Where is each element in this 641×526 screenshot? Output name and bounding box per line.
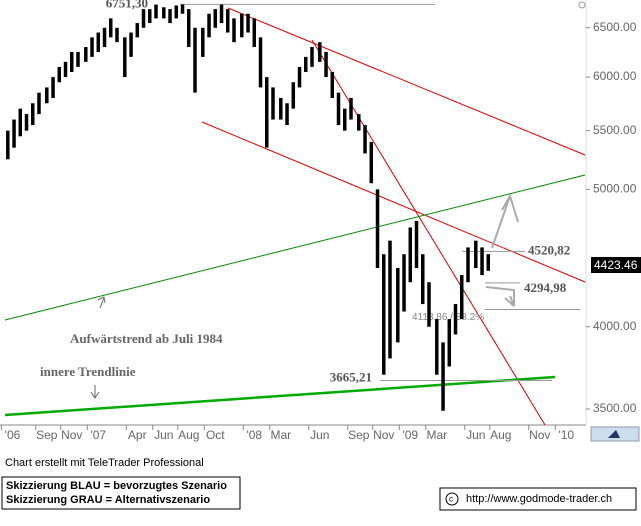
y-tick-label: 5500.00	[593, 123, 637, 137]
copyright-icon	[445, 492, 459, 506]
trendline	[4, 375, 556, 417]
last-price-box	[591, 257, 641, 273]
arrow	[485, 286, 515, 307]
x-tick-label: '07	[90, 428, 106, 442]
x-tick-label: Nov	[61, 428, 82, 442]
x-tick-label: Oct	[206, 428, 225, 442]
x-tick-label: '10	[558, 428, 574, 442]
y-tick-label: 3500.00	[593, 401, 637, 415]
annotation: innere Trendlinie	[40, 364, 136, 379]
x-tick-label: Mar	[426, 428, 447, 442]
y-tick-label: 5000.00	[593, 182, 637, 196]
x-tick-label: Nov	[529, 428, 550, 442]
y-tick-label: 4000.00	[593, 319, 637, 333]
x-tick-label: Sep	[348, 428, 370, 442]
x-tick-label: '06	[5, 428, 21, 442]
url-box	[439, 487, 637, 511]
legend-box	[1, 476, 241, 510]
arrow	[97, 296, 106, 309]
x-tick-label: Jun	[310, 428, 329, 442]
x-tick-label: '09	[402, 428, 418, 442]
credit: Chart erstellt mit TeleTrader Profession…	[5, 457, 204, 469]
y-tick-label: 6000.00	[593, 69, 637, 83]
level-label: 4294,98	[524, 280, 567, 295]
marker	[578, 1, 586, 9]
x-tick-label: Sep	[36, 428, 58, 442]
arrow	[90, 385, 100, 399]
level-label: 4520,82	[528, 242, 570, 257]
y-tick-label: 6500.00	[593, 20, 637, 34]
x-tick-label: Mar	[270, 428, 291, 442]
x-tick-label: Jun	[466, 428, 485, 442]
level-label: 4113.86 / 38.2%	[412, 312, 484, 323]
legend-text: Skizzierung BLAU = bevorzugtes Szenario	[6, 480, 227, 492]
x-tick-label: Jun	[154, 428, 173, 442]
legend-text: Skizzierung GRAU = Alternativszenario	[6, 494, 210, 506]
x-tick-label: Nov	[373, 428, 394, 442]
scenario-arrows	[485, 193, 519, 307]
last-price: 4423.46	[594, 258, 638, 272]
x-tick-label: Aug	[490, 428, 511, 442]
level-label: 6751,30	[106, 0, 148, 10]
trendline	[4, 174, 586, 321]
annotation: Aufwärtstrend ab Juli 1984	[70, 331, 223, 346]
trendline	[227, 7, 586, 156]
arrow	[491, 193, 519, 249]
x-tick-label: Apr	[128, 428, 147, 442]
x-tick-label: '08	[246, 428, 262, 442]
copyright-icon: c	[449, 495, 453, 504]
level-label: 3665,21	[330, 370, 372, 385]
icon	[608, 430, 620, 438]
x-tick-label: Aug	[178, 428, 199, 442]
url[interactable]: http://www.godmode-trader.ch	[466, 493, 612, 505]
trendline	[201, 121, 586, 283]
